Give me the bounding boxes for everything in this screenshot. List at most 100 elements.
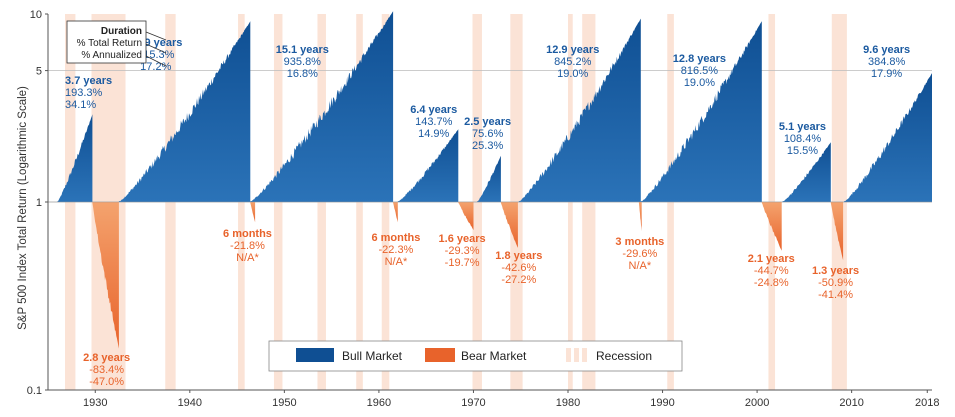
axes: 10 5 1 0.1 1930 1940 1950 1960 1970 1980 1990 2000 2… [27, 9, 940, 409]
bear-total-return: -83.4% [89, 364, 124, 376]
x-tick-label: 1950 [272, 397, 296, 409]
bull-duration-label: 12.8 years [673, 53, 726, 65]
bull-annualized-return: 19.0% [557, 68, 588, 80]
y-tick-label: 5 [36, 66, 42, 78]
bear-annualized-return: -41.4% [818, 289, 853, 301]
bear-duration-label: 6 months [371, 232, 420, 244]
bull-annualized-return: 25.3% [472, 140, 503, 152]
x-tick-label: 1940 [178, 397, 202, 409]
bear-annualized-return: N/A* [385, 256, 408, 268]
bear-market-area [92, 202, 119, 349]
x-tick-label: 1980 [556, 397, 580, 409]
bull-annualized-return: 16.8% [287, 68, 318, 80]
bear-total-return: -22.3% [378, 244, 413, 256]
bear-annualized-return: -47.0% [89, 376, 124, 388]
key-pointer-line [145, 43, 167, 54]
bear-annualized-return: -27.2% [501, 274, 536, 286]
y-tick-label: 10 [30, 9, 42, 21]
x-tick-label: 1990 [650, 397, 674, 409]
bull-total-return: 143.7% [415, 116, 453, 128]
bull-market-area [518, 18, 641, 202]
bear-duration-label: 2.8 years [83, 352, 130, 364]
bull-market-area [844, 73, 932, 202]
bull-annualized-return: 17.9% [871, 68, 902, 80]
label-key: Duration % Total Return % Annualized [66, 20, 167, 67]
bull-total-return: 845.2% [554, 56, 592, 68]
bull-annualized-return: 34.1% [65, 99, 96, 111]
bull-market-area [477, 155, 501, 202]
bull-total-return: 193.3% [65, 87, 103, 99]
x-tick-label: 2000 [745, 397, 769, 409]
key-duration: Duration [101, 26, 142, 37]
legend-bear-label: Bear Market [461, 349, 527, 363]
bear-total-return: -44.7% [754, 265, 789, 277]
bear-market-area [250, 202, 256, 223]
bull-annualized-return: 15.5% [787, 145, 818, 157]
legend-bull-swatch [296, 348, 334, 362]
bull-duration-label: 15.1 years [276, 44, 329, 56]
bear-total-return: -21.8% [230, 240, 265, 252]
key-pointer-line [145, 31, 167, 41]
bull-duration-label: 5.1 years [779, 121, 826, 133]
legend-bear-swatch [425, 348, 455, 362]
bear-total-return: -42.6% [501, 262, 536, 274]
legend: Bull Market Bear Market Recession [268, 340, 683, 372]
bear-total-return: -29.6% [622, 248, 657, 260]
bull-annualized-return: 14.9% [418, 128, 449, 140]
bull-total-return: 935.8% [284, 56, 322, 68]
x-tick-label: 1970 [461, 397, 485, 409]
bull-total-return: 815.3% [137, 49, 175, 61]
key-pointer-line [145, 55, 167, 67]
bear-annualized-return: N/A* [629, 260, 652, 272]
x-tick-label: 1960 [367, 397, 391, 409]
legend-bull-label: Bull Market [342, 349, 403, 363]
bull-annualized-return: 17.2% [140, 61, 171, 73]
bear-market-area [393, 202, 398, 223]
bull-duration-label: 2.5 years [464, 116, 511, 128]
bull-market-area [640, 21, 762, 202]
bull-market-area [250, 11, 394, 203]
key-total-return: % Total Return [77, 38, 142, 49]
legend-recession-swatch [566, 348, 587, 362]
bear-annualized-return: -19.7% [445, 257, 480, 269]
bear-total-return: -29.3% [445, 245, 480, 257]
legend-recession-label: Recession [596, 349, 652, 363]
key-annualized: % Annualized [81, 50, 142, 61]
bear-market-area [761, 202, 782, 251]
bear-annualized-return: -24.8% [754, 277, 789, 289]
bull-annualized-return: 19.0% [684, 77, 715, 89]
bear-duration-label: 2.1 years [748, 253, 795, 265]
bear-total-return: -50.9% [818, 277, 853, 289]
label-key-box [66, 20, 147, 64]
y-tick-label: 1 [36, 197, 42, 209]
bear-duration-label: 3 months [615, 236, 664, 248]
bull-market-area [782, 142, 831, 202]
market-areas [48, 11, 932, 349]
bull-total-return: 384.8% [868, 56, 906, 68]
bull-market-area [118, 21, 251, 202]
legend-box [268, 340, 683, 372]
bear-duration-label: 1.6 years [439, 233, 486, 245]
bull-total-return: 75.6% [472, 128, 503, 140]
bear-duration-label: 1.3 years [812, 265, 859, 277]
x-tick-label: 2018 [915, 397, 939, 409]
bull-duration-label: 6.4 years [410, 104, 457, 116]
bear-market-area [638, 202, 642, 232]
bull-duration-label: 3.7 years [65, 75, 112, 87]
bear-annualized-return: N/A* [236, 252, 259, 264]
bull-total-return: 108.4% [784, 133, 822, 145]
bull-market-area [397, 129, 459, 202]
y-axis-label: S&P 500 Index Total Return (Logarithmic … [17, 86, 29, 330]
bear-market-area [830, 202, 844, 261]
bull-total-return: 816.5% [681, 65, 719, 77]
bear-market-area [458, 202, 474, 230]
bear-duration-label: 6 months [223, 228, 272, 240]
bear-market-area [500, 202, 518, 248]
bull-duration-label: 12.9 years [546, 44, 599, 56]
bull-market-area [57, 114, 93, 202]
bear-duration-label: 1.8 years [495, 250, 542, 262]
x-tick-label: 1930 [83, 397, 107, 409]
x-tick-label: 2010 [839, 397, 863, 409]
bull-duration-label: 9.6 years [863, 44, 910, 56]
